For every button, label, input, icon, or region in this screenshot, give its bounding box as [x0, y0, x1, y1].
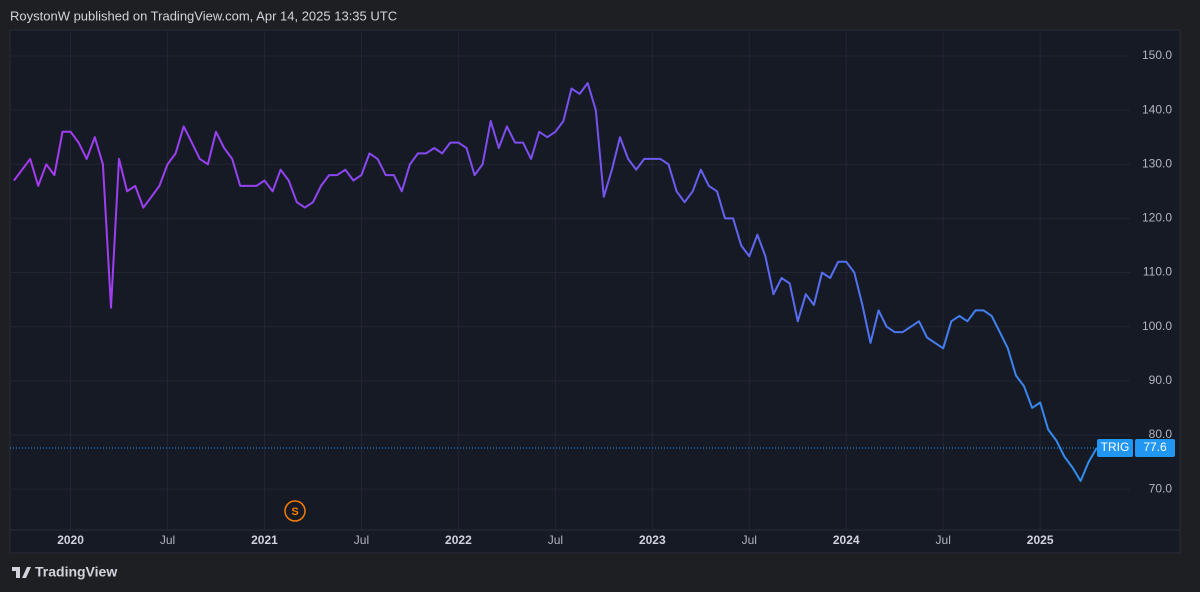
- y-tick-label: 140.0: [1142, 102, 1172, 116]
- x-tick-label: Jul: [160, 533, 175, 547]
- y-tick-label: 100.0: [1142, 319, 1172, 333]
- x-tick-label: Jul: [548, 533, 563, 547]
- event-icon[interactable]: [284, 500, 306, 522]
- x-tick-label: 2025: [1027, 533, 1054, 547]
- x-tick-label: 2023: [639, 533, 666, 547]
- x-tick-label: 2020: [57, 533, 84, 547]
- plot-area: [9, 29, 1181, 554]
- y-tick-label: 120.0: [1142, 211, 1172, 225]
- y-tick-label: 80.0: [1149, 427, 1173, 441]
- x-tick-label: 2022: [445, 533, 472, 547]
- y-tick-label: 90.0: [1149, 373, 1173, 387]
- x-tick-label: Jul: [354, 533, 369, 547]
- y-tick-label: 130.0: [1142, 156, 1172, 170]
- symbol-tag: [1097, 438, 1133, 457]
- footer-brand: TradingView: [35, 564, 117, 580]
- price-line: [13, 82, 1098, 482]
- x-tick-label: 2021: [251, 533, 278, 547]
- last-price-label: 77.6: [1143, 440, 1167, 454]
- last-price-tag: [1135, 438, 1175, 457]
- x-tick-label: Jul: [742, 533, 757, 547]
- x-tick-label: Jul: [936, 533, 951, 547]
- symbol-name: TRIG: [1101, 440, 1130, 454]
- y-tick-label: 70.0: [1149, 481, 1173, 495]
- x-tick-label: 2024: [833, 533, 860, 547]
- event-marker[interactable]: S: [291, 506, 298, 518]
- header-text: RoystonW published on TradingView.com, A…: [10, 8, 397, 23]
- footer-logo: [12, 567, 31, 578]
- y-tick-label: 110.0: [1143, 265, 1172, 279]
- y-tick-label: 150.0: [1142, 48, 1172, 62]
